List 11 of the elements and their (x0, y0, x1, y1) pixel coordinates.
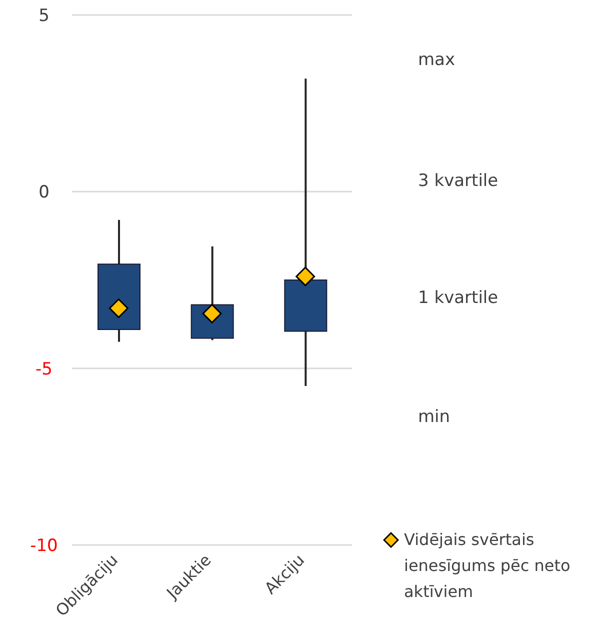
text: 3 kvartile (418, 171, 498, 191)
y-tick-label: 5 (38, 6, 50, 26)
y-tick-label: -5 (36, 359, 52, 380)
point (296, 266, 316, 286)
legend-label: Vidējais svērtais ienesīgums pēc neto aktīviem (404, 529, 572, 603)
point (108, 298, 128, 318)
text: min (418, 407, 450, 427)
y-tick-label: -10 (30, 536, 58, 556)
y-tick-label: 0 (38, 182, 50, 203)
text: 1 kvartile (418, 288, 498, 308)
text: max (418, 50, 456, 70)
